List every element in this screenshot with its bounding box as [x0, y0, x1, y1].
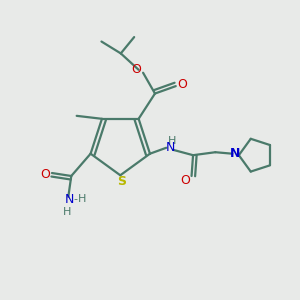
- Text: H: H: [77, 194, 86, 204]
- Text: O: O: [180, 174, 190, 187]
- Text: S: S: [117, 175, 126, 188]
- Text: -: -: [74, 194, 78, 204]
- Text: H: H: [168, 136, 176, 146]
- Text: O: O: [177, 78, 187, 91]
- Text: H: H: [63, 207, 71, 217]
- Text: N: N: [166, 141, 176, 154]
- Text: N: N: [230, 147, 240, 160]
- Text: O: O: [40, 168, 50, 181]
- Text: N: N: [65, 193, 74, 206]
- Text: O: O: [132, 63, 142, 76]
